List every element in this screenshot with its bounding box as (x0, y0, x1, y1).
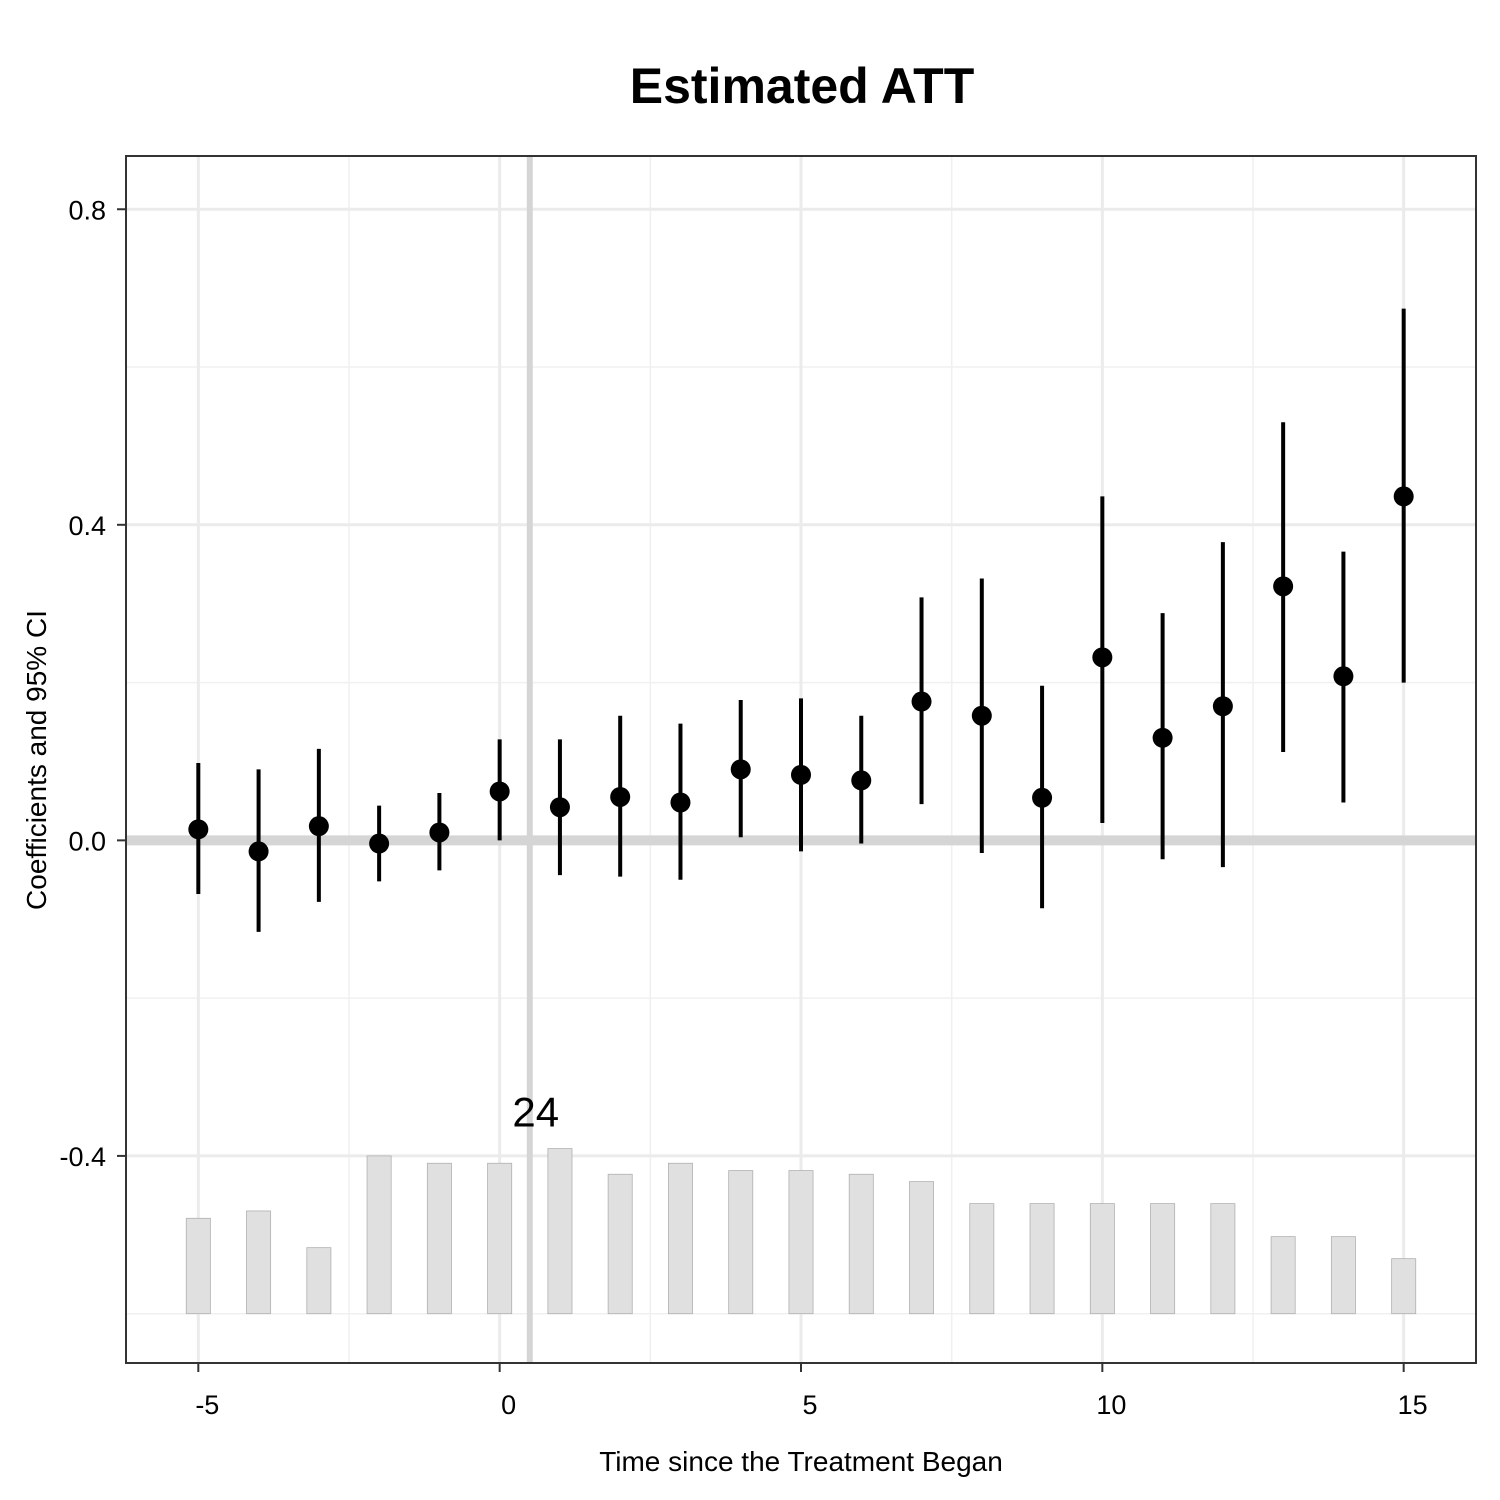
coefficient-points (188, 486, 1414, 862)
coefficient-point (188, 819, 209, 840)
y-tick-label: 0.8 (68, 195, 106, 225)
histogram-bar (1270, 1236, 1296, 1315)
coefficient-point (1333, 666, 1354, 687)
coefficient-point (1212, 696, 1233, 717)
coefficient-point (1092, 647, 1113, 668)
histogram-bar (547, 1148, 573, 1315)
coefficient-point (1152, 727, 1173, 748)
histogram-bar (487, 1162, 513, 1315)
coefficient-point (308, 816, 329, 837)
histogram-bar (185, 1217, 211, 1315)
coefficient-point (610, 786, 631, 807)
coefficient-point (911, 691, 932, 712)
coefficient-point (549, 797, 570, 818)
x-axis-label: Time since the Treatment Began (599, 1446, 1003, 1477)
count-histogram (185, 1148, 1417, 1315)
y-tick-label: 0.4 (68, 511, 106, 541)
coefficient-point (369, 833, 390, 854)
histogram-bar (788, 1170, 814, 1315)
x-tick-label: 10 (1096, 1390, 1126, 1420)
histogram-bar (728, 1170, 754, 1315)
histogram-bar (1330, 1236, 1356, 1315)
x-axis-ticks: -5 0 5 10 15 (195, 1363, 1428, 1420)
coefficient-point (1273, 576, 1294, 597)
histogram-bar (426, 1162, 452, 1315)
coefficient-point (851, 770, 872, 791)
histogram-bar (366, 1155, 392, 1315)
y-axis-label: Coefficients and 95% CI (21, 610, 52, 910)
histogram-bar (909, 1181, 934, 1315)
coefficient-point (791, 764, 811, 785)
histogram-max-label: 24 (512, 1089, 559, 1136)
histogram-bar (1210, 1203, 1236, 1315)
coefficient-point (248, 841, 269, 862)
coefficient-point (670, 792, 691, 813)
x-tick-label: 0 (501, 1390, 516, 1420)
coefficient-point (1393, 486, 1414, 507)
y-tick-label: -0.4 (59, 1142, 106, 1172)
x-tick-label: 15 (1398, 1390, 1428, 1420)
histogram-bar (848, 1173, 874, 1315)
histogram-bar (1150, 1203, 1176, 1315)
histogram-bar (1089, 1203, 1115, 1315)
grid-lines (126, 156, 1476, 1363)
coefficient-point (730, 759, 751, 780)
coefficient-point (489, 781, 510, 802)
coefficient-point (1032, 787, 1053, 808)
histogram-bar (969, 1203, 995, 1315)
histogram-bar (668, 1162, 693, 1315)
chart-title: Estimated ATT (630, 58, 974, 114)
x-tick-label: -5 (195, 1390, 219, 1420)
histogram-bar (607, 1173, 633, 1315)
y-tick-label: 0.0 (68, 826, 106, 856)
histogram-bar (1029, 1203, 1055, 1315)
histogram-bar (246, 1210, 272, 1315)
x-tick-label: 5 (802, 1390, 817, 1420)
histogram-bar (306, 1247, 332, 1315)
coefficient-point (429, 822, 450, 843)
histogram-bar (1391, 1258, 1417, 1315)
y-axis-ticks: 0.8 0.4 0.0 -0.4 (59, 195, 126, 1172)
coefficient-point (971, 705, 992, 726)
